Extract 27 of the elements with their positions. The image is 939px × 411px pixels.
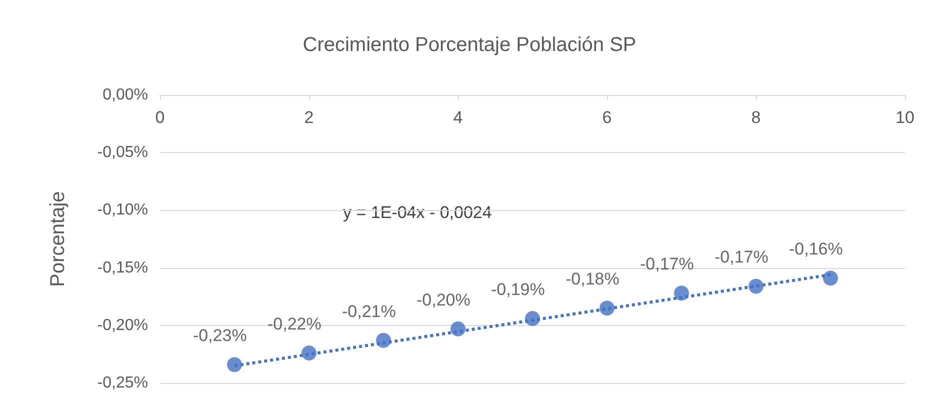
data-label: -0,23% [193, 326, 247, 346]
x-tick-label: 0 [155, 108, 165, 127]
y-tick-label: -0,25% [97, 374, 148, 392]
x-tick-label: 8 [751, 108, 761, 127]
x-tick-label: 2 [304, 108, 314, 127]
data-label: -0,22% [268, 314, 322, 334]
x-tick-label: 6 [602, 108, 612, 127]
y-tick-label: -0,10% [97, 202, 148, 219]
point [674, 286, 689, 301]
data-label: -0,17% [640, 254, 694, 274]
y-tick-label: -0,15% [97, 259, 148, 276]
y-axis-title: Porcentaje [47, 191, 69, 287]
data-label: -0,19% [491, 280, 545, 299]
chart-title: Crecimiento Porcentaje Población SP [302, 34, 636, 56]
data-label: -0,16% [789, 240, 843, 259]
point [823, 270, 838, 286]
x-tick-label: 10 [896, 108, 914, 127]
point [227, 357, 242, 372]
data-label: -0,17% [714, 248, 768, 267]
data-label: -0,21% [342, 302, 396, 321]
y-tick-label: -0,05% [97, 144, 148, 162]
y-tick-label: 0,00% [102, 86, 148, 104]
x-tick-label: 4 [453, 108, 463, 127]
data-label: -0,18% [566, 270, 620, 289]
point [450, 321, 466, 336]
data-label: -0,20% [416, 290, 470, 310]
y-tick-label: -0,20% [97, 316, 148, 334]
